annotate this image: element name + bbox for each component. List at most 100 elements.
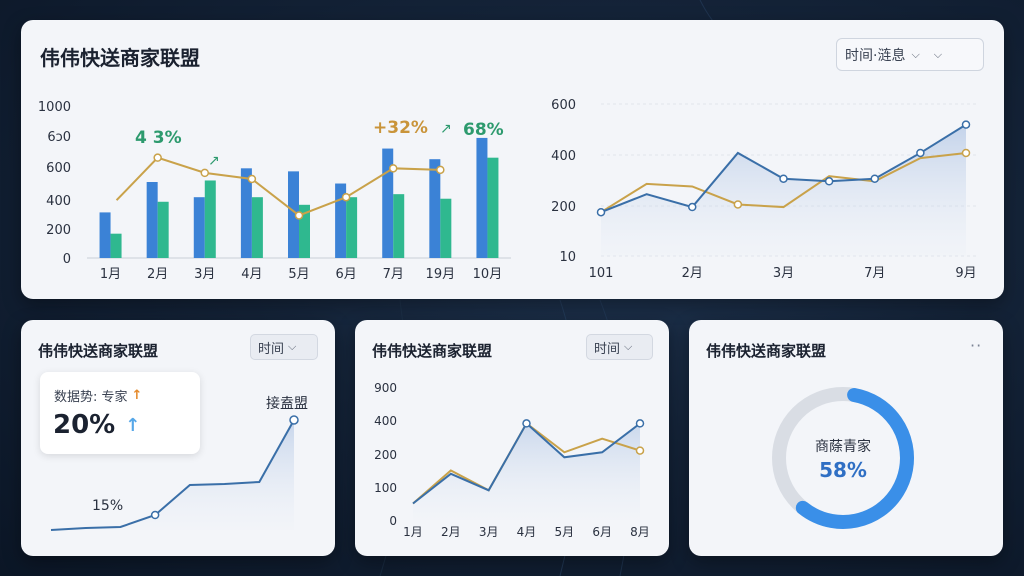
trend-start-label: 15% [92,498,124,514]
time-filter-select[interactable]: 时间·涟息 ⌵ ⌵ [836,38,984,71]
area-fill [601,124,966,256]
y-tick-label: 10 [559,250,576,265]
overlay-point [388,164,398,173]
bar-series-2 [487,157,499,258]
overlay-point [153,153,162,162]
chevron-down-icon[interactable]: ⌵ [933,47,943,61]
line-card-title: 伟伟快送商家联盟 [372,342,493,360]
series-point [961,120,971,129]
bar-series-1 [193,197,205,258]
bar-series-2 [440,198,452,258]
overlay-point [247,174,257,184]
x-tick-label: 9月 [955,266,976,281]
arrow-up-right-icon: ↗ [208,153,220,169]
area-fill [413,423,640,520]
series-point [688,202,697,212]
trend-time-select[interactable]: 时间 ⌵ [250,334,318,360]
y-tick-label: 200 [551,200,576,215]
info-value: 20% [53,410,116,440]
x-tick-label: 5月 [555,525,575,539]
line-time-select[interactable]: 时间 ⌵ [586,334,653,360]
donut-chart [772,387,914,529]
series-point [596,207,606,217]
arrow-up-icon: ↑ [131,388,143,403]
more-menu-icon[interactable]: ·· [970,336,983,355]
y-tick-label: 400 [46,194,71,209]
overlay-line [115,156,441,217]
trend-card-title: 伟伟快送商家联盟 [38,342,159,360]
y-tick-label: 100 [374,481,397,495]
bar-chart: 1000 6ɔ0 600 400 200 0 1月 2月 3月 4月 5月 6月 7月 19月 10月 4 3… [38,100,511,282]
x-tick-label: 8月 [630,525,650,539]
bar-series-1 [288,171,299,258]
x-tick-label: 4月 [517,525,537,539]
series-point [824,177,834,186]
donut-progress [772,387,914,529]
bar-series-2 [110,233,122,258]
trend-card: 伟伟快送商家联盟 时间 ⌵ 数据势: 专家 ↑ 20% ↑ 15% 接盍盟 [21,320,335,556]
main-dashboard-card: 伟伟快送商家联盟 时间·涟息 ⌵ ⌵ 1000 6ɔ0 600 400 200 0 1月 2月… [21,20,1004,299]
area-fill [51,420,294,530]
series-point [961,148,971,158]
arrow-up-right-icon: ↗ [440,121,452,137]
main-card-title: 伟伟快送商家联盟 [40,46,200,70]
y-tick-label: 900 [374,381,397,395]
series-point [870,174,879,183]
x-tick-label: 5月 [288,267,309,282]
bar-series-1 [429,159,441,258]
x-tick-label: 6月 [335,267,356,282]
x-tick-label: 3月 [479,525,499,539]
info-label: 数据势: 专家 [54,390,128,405]
trend-point [289,415,299,425]
series-point [635,446,645,455]
series-point [916,148,925,158]
x-tick-label: 2月 [147,267,168,282]
chevron-down-icon[interactable]: ⌵ [288,340,297,353]
overlay-point [341,192,351,202]
comparison-line-chart: 900 400 200 100 0 1月 2月 3月 4月 5月 6月 8月 [374,381,650,539]
chevron-down-icon[interactable]: ⌵ [624,340,633,353]
x-tick-label: 7月 [864,266,885,281]
bar-series-2 [251,197,263,258]
annotation-label: +32% [373,118,428,138]
bar-series-1 [146,182,158,258]
annotation-label: 68% [463,120,504,140]
y-tick-label: 200 [374,448,397,462]
y-tick-label: 1000 [38,100,71,115]
overlay-point [294,211,304,220]
line-time-label: 时间 [594,341,621,357]
y-tick-label: 400 [374,414,397,428]
bar-series-2 [393,194,405,258]
arrow-up-icon: ↑ [125,414,141,436]
x-tick-label: 3月 [194,267,215,282]
y-tick-label: 400 [551,149,576,164]
time-filter-label: 时间·涟息 [845,47,906,64]
line-comparison-card: 伟伟快送商家联盟 时间 ⌵ 900 400 200 100 0 1月 2月 3月 4月 5月 6月 8… [355,320,669,556]
trend-line [50,419,295,531]
annotation-label: 4 3% [135,128,182,148]
x-tick-label: 7月 [383,267,404,282]
series-point [522,419,531,428]
trend-end-label: 接盍盟 [266,396,308,412]
bar-series-1 [382,148,394,258]
bar-series-2 [204,180,216,258]
trend-point [150,510,160,520]
y-tick-label: 0 [63,252,71,267]
overlay-point [200,168,210,178]
y-tick-label: 6ɔ0 [47,130,71,145]
bar-series-2 [157,201,169,258]
x-tick-label: 2月 [441,525,461,539]
chevron-down-icon[interactable]: ⌵ [911,47,920,61]
x-tick-label: 6月 [592,525,612,539]
series-point [779,174,788,183]
donut-value: 58% [819,458,867,482]
x-tick-label: 4月 [241,267,262,282]
overlay-point [436,165,445,175]
y-tick-label: 200 [46,223,71,238]
x-tick-label: 101 [589,266,614,281]
series-point [733,200,743,209]
series-point [635,419,645,428]
x-tick-label: 19月 [426,267,456,282]
y-tick-label: 0 [389,514,397,528]
bar-series-1 [476,137,488,258]
